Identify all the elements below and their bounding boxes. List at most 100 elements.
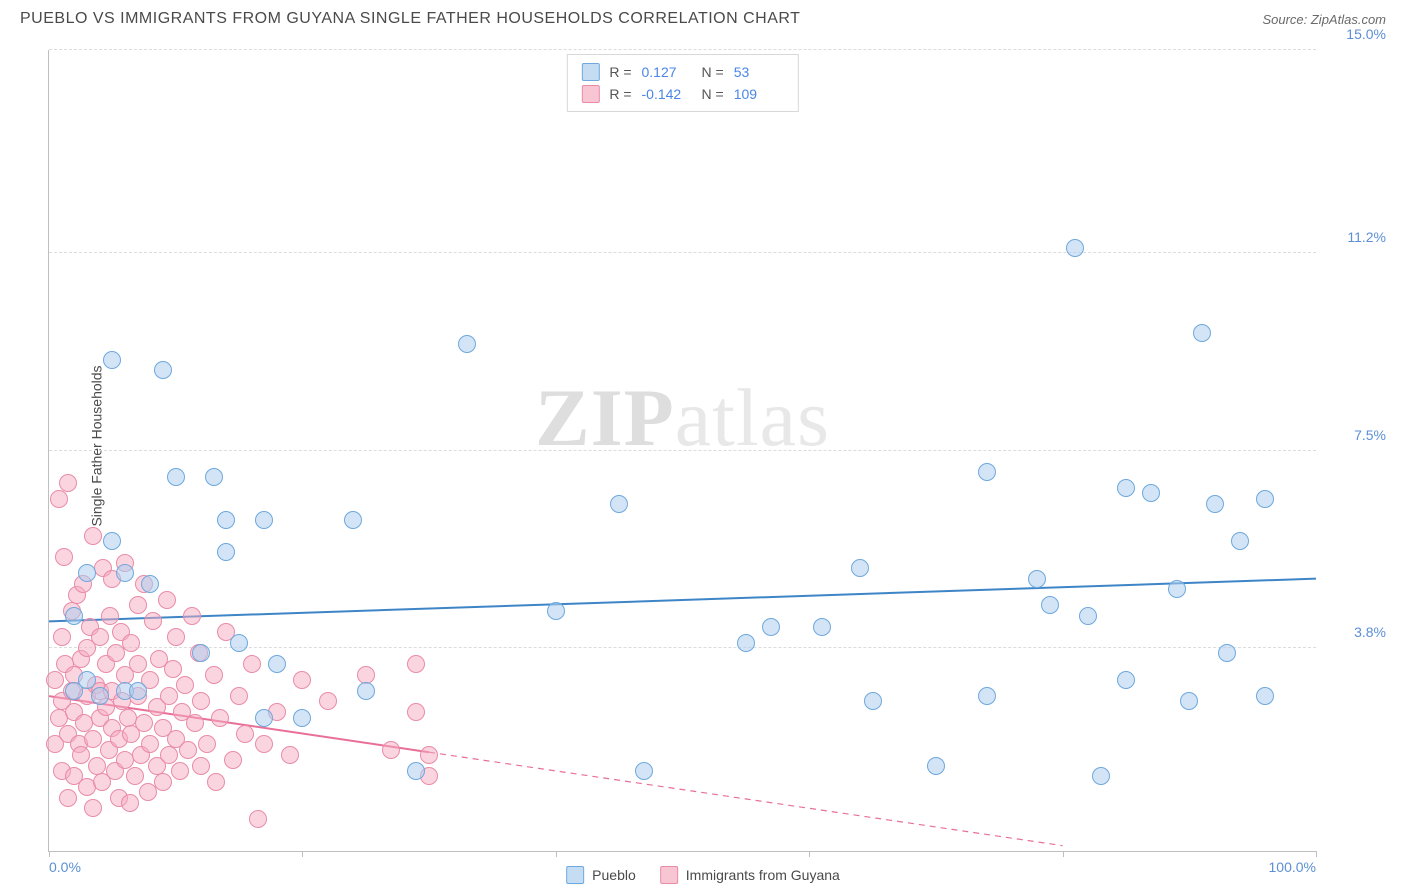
data-point	[205, 468, 223, 486]
data-point	[217, 543, 235, 561]
data-point	[1028, 570, 1046, 588]
data-point	[84, 799, 102, 817]
legend-label-pueblo: Pueblo	[592, 867, 636, 883]
gridline	[49, 450, 1316, 451]
data-point	[217, 511, 235, 529]
data-point	[255, 511, 273, 529]
legend-item-guyana: Immigrants from Guyana	[660, 866, 840, 884]
data-point	[230, 634, 248, 652]
r-value-guyana: -0.142	[642, 83, 692, 105]
data-point	[167, 468, 185, 486]
data-point	[171, 762, 189, 780]
data-point	[158, 591, 176, 609]
data-point	[864, 692, 882, 710]
legend-row-pueblo: R = 0.127 N = 53	[581, 61, 783, 83]
data-point	[458, 335, 476, 353]
data-point	[224, 751, 242, 769]
data-point	[141, 575, 159, 593]
n-value-guyana: 109	[734, 83, 784, 105]
data-point	[762, 618, 780, 636]
data-point	[116, 751, 134, 769]
data-point	[144, 612, 162, 630]
data-point	[205, 666, 223, 684]
data-point	[53, 628, 71, 646]
y-tick-label: 15.0%	[1326, 26, 1386, 42]
data-point	[737, 634, 755, 652]
source-label: Source: ZipAtlas.com	[1262, 12, 1386, 27]
data-point	[107, 644, 125, 662]
data-point	[357, 682, 375, 700]
data-point	[50, 490, 68, 508]
data-point	[160, 687, 178, 705]
swatch-pink-icon	[660, 866, 678, 884]
data-point	[1142, 484, 1160, 502]
x-tick-label: 100.0%	[1269, 859, 1316, 875]
data-point	[851, 559, 869, 577]
data-point	[141, 735, 159, 753]
chart-title: PUEBLO VS IMMIGRANTS FROM GUYANA SINGLE …	[20, 10, 800, 28]
data-point	[1206, 495, 1224, 513]
data-point	[319, 692, 337, 710]
chart-area: ZIPatlas R = 0.127 N = 53 R = -0.142 N =…	[48, 50, 1396, 852]
data-point	[1256, 687, 1274, 705]
data-point	[293, 671, 311, 689]
data-point	[186, 714, 204, 732]
x-tick	[809, 851, 810, 857]
series-legend: Pueblo Immigrants from Guyana	[566, 866, 840, 884]
data-point	[135, 714, 153, 732]
data-point	[230, 687, 248, 705]
data-point	[407, 762, 425, 780]
x-tick	[1316, 851, 1317, 857]
data-point	[1218, 644, 1236, 662]
y-tick-label: 3.8%	[1326, 624, 1386, 640]
data-point	[236, 725, 254, 743]
data-point	[207, 773, 225, 791]
data-point	[198, 735, 216, 753]
data-point	[55, 548, 73, 566]
data-point	[164, 660, 182, 678]
x-tick	[1063, 851, 1064, 857]
data-point	[1231, 532, 1249, 550]
x-tick	[302, 851, 303, 857]
data-point	[183, 607, 201, 625]
data-point	[103, 351, 121, 369]
n-value-pueblo: 53	[734, 61, 784, 83]
y-tick-label: 11.2%	[1326, 229, 1386, 245]
data-point	[1256, 490, 1274, 508]
data-point	[547, 602, 565, 620]
data-point	[101, 607, 119, 625]
legend-label-guyana: Immigrants from Guyana	[686, 867, 840, 883]
data-point	[59, 789, 77, 807]
data-point	[281, 746, 299, 764]
data-point	[65, 607, 83, 625]
data-point	[407, 655, 425, 673]
watermark: ZIPatlas	[535, 371, 830, 465]
swatch-blue	[581, 63, 599, 81]
data-point	[813, 618, 831, 636]
data-point	[176, 676, 194, 694]
data-point	[927, 757, 945, 775]
legend-row-guyana: R = -0.142 N = 109	[581, 83, 783, 105]
data-point	[59, 474, 77, 492]
data-point	[46, 671, 64, 689]
data-point	[420, 746, 438, 764]
data-point	[1079, 607, 1097, 625]
data-point	[121, 794, 139, 812]
data-point	[167, 628, 185, 646]
data-point	[126, 767, 144, 785]
swatch-pink	[581, 85, 599, 103]
data-point	[243, 655, 261, 673]
data-point	[78, 671, 96, 689]
data-point	[635, 762, 653, 780]
plot-region: ZIPatlas R = 0.127 N = 53 R = -0.142 N =…	[48, 50, 1316, 852]
data-point	[129, 596, 147, 614]
data-point	[293, 709, 311, 727]
data-point	[268, 655, 286, 673]
y-tick-label: 7.5%	[1326, 427, 1386, 443]
data-point	[103, 532, 121, 550]
data-point	[1168, 580, 1186, 598]
gridline	[49, 49, 1316, 50]
data-point	[91, 628, 109, 646]
data-point	[192, 692, 210, 710]
data-point	[129, 655, 147, 673]
